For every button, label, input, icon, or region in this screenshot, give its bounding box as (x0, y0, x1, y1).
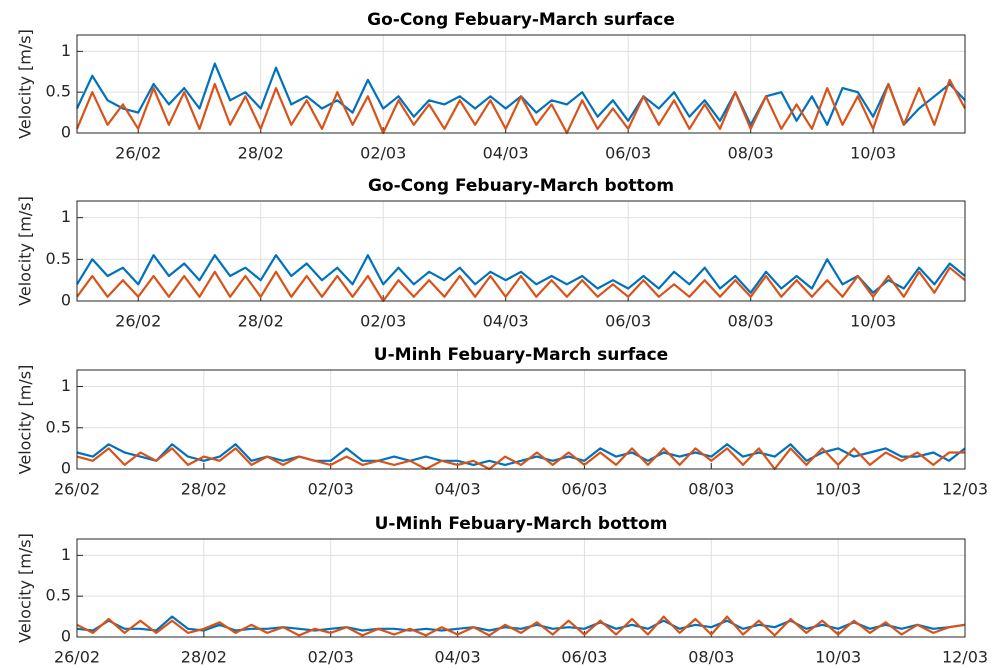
x-tick-label: 04/03 (435, 648, 481, 667)
data-line (76, 266, 966, 303)
axes-box (76, 538, 966, 638)
x-tick-label: 26/02 (115, 144, 161, 163)
x-tick-label: 12/03 (942, 648, 988, 667)
axes-box (76, 34, 966, 134)
x-tick-label: 10/03 (815, 480, 861, 499)
x-tick-label: 28/02 (181, 480, 227, 499)
x-tick-label: 12/03 (942, 480, 988, 499)
y-tick-label: 0.5 (46, 586, 71, 605)
axes-box (76, 369, 966, 470)
y-axis-label: Velocity [m/s] (16, 196, 35, 306)
x-tick-label: 26/02 (54, 480, 100, 499)
x-tick-label: 04/03 (483, 312, 529, 331)
x-tick-label: 10/03 (850, 312, 896, 331)
x-tick-label: 04/03 (435, 480, 481, 499)
y-tick-label: 0 (61, 459, 71, 478)
y-axis-label: Velocity [m/s] (16, 365, 35, 475)
x-tick-label: 28/02 (238, 312, 284, 331)
y-tick-label: 1 (61, 41, 71, 60)
x-tick-label: 06/03 (605, 144, 651, 163)
chart-title: Go-Cong Febuary-March bottom (368, 176, 674, 196)
y-tick-label: 0 (61, 627, 71, 646)
plot-area (77, 370, 965, 469)
x-tick-label: 26/02 (54, 648, 100, 667)
x-tick-label: 10/03 (815, 648, 861, 667)
plot-area (77, 539, 965, 637)
x-tick-label: 28/02 (238, 144, 284, 163)
x-tick-label: 26/02 (115, 312, 161, 331)
x-tick-label: 28/02 (181, 648, 227, 667)
chart-title: U-Minh Febuary-March bottom (375, 514, 668, 534)
y-tick-label: 0.5 (46, 249, 71, 268)
x-tick-label: 08/03 (728, 312, 774, 331)
y-tick-label: 0 (61, 291, 71, 310)
x-tick-label: 08/03 (728, 144, 774, 163)
x-tick-label: 08/03 (688, 480, 734, 499)
y-tick-label: 0.5 (46, 417, 71, 436)
y-axis-label: Velocity [m/s] (16, 533, 35, 643)
x-tick-label: 04/03 (483, 144, 529, 163)
x-tick-label: 06/03 (561, 648, 607, 667)
x-tick-label: 06/03 (561, 480, 607, 499)
data-line (75, 78, 966, 135)
y-tick-label: 0 (61, 123, 71, 142)
x-tick-label: 02/03 (360, 144, 406, 163)
data-line (76, 254, 966, 294)
x-tick-label: 02/03 (308, 648, 354, 667)
data-line (76, 615, 966, 637)
x-tick-label: 02/03 (360, 312, 406, 331)
x-tick-label: 08/03 (688, 648, 734, 667)
y-tick-label: 0.5 (46, 82, 71, 101)
x-tick-label: 02/03 (308, 480, 354, 499)
plot-area (77, 35, 965, 133)
chart-title: Go-Cong Febuary-March surface (367, 10, 675, 30)
y-tick-label: 1 (61, 207, 71, 226)
y-tick-label: 1 (61, 545, 71, 564)
x-tick-label: 10/03 (850, 144, 896, 163)
axes-box (76, 200, 966, 302)
y-tick-label: 1 (61, 376, 71, 395)
chart-title: U-Minh Febuary-March surface (374, 345, 668, 365)
x-tick-label: 06/03 (605, 312, 651, 331)
y-axis-label: Velocity [m/s] (16, 29, 35, 139)
data-line (76, 447, 965, 471)
